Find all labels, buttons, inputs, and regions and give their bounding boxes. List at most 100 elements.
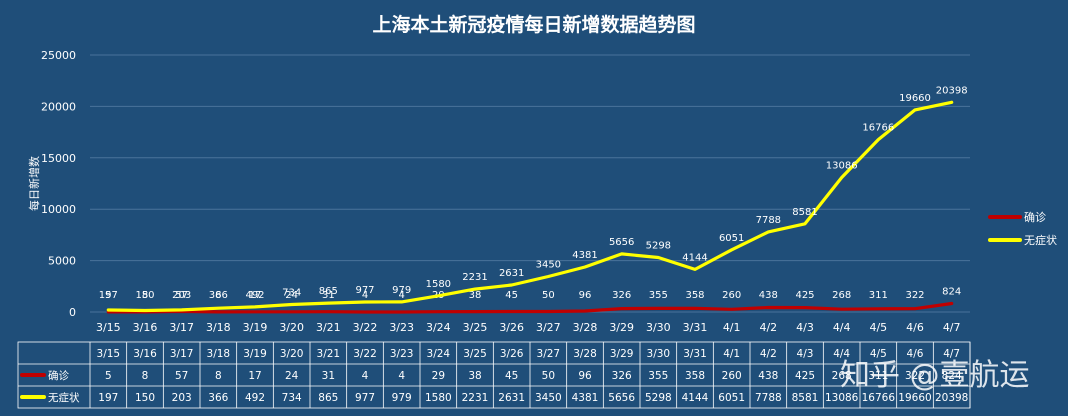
table-cell: 1580 (425, 392, 452, 404)
table-cell: 8581 (792, 392, 819, 404)
table-cell: 979 (392, 392, 412, 404)
table-cell: 326 (612, 370, 632, 382)
x-tick-label: 4/5 (869, 321, 887, 334)
data-label: 8581 (792, 207, 817, 218)
table-header-cell: 3/23 (390, 348, 414, 360)
data-label: 425 (795, 290, 814, 301)
y-tick-label: 20000 (41, 100, 76, 113)
table-cell: 311 (868, 370, 888, 382)
table-header-cell: 3/26 (500, 348, 524, 360)
x-tick-label: 3/21 (316, 321, 341, 334)
table-cell: 16766 (862, 392, 896, 404)
y-tick-label: 5000 (48, 255, 76, 268)
table-cell: 13086 (825, 392, 859, 404)
table-cell: 20398 (935, 392, 968, 404)
data-label: 5 (105, 290, 111, 301)
data-label: 4381 (572, 250, 597, 261)
table-cell: 2631 (498, 392, 525, 404)
x-tick-label: 3/19 (243, 321, 268, 334)
table-header-cell: 4/4 (833, 348, 850, 360)
table-header-cell: 3/15 (97, 348, 121, 360)
table-cell: 4381 (572, 392, 599, 404)
y-axis-label: 每日新增数 (27, 156, 41, 211)
x-tick-label: 4/3 (796, 321, 814, 334)
table-header-cell: 3/29 (610, 348, 634, 360)
table-cell: 24 (285, 370, 299, 382)
series-line-1 (106, 100, 954, 313)
data-label: 45 (505, 290, 518, 301)
table-header-cell: 4/5 (870, 348, 887, 360)
series-line-0 (106, 301, 954, 314)
x-tick-label: 3/15 (96, 321, 121, 334)
data-label: 492 (245, 290, 264, 301)
data-label: 5298 (646, 241, 671, 252)
table-header-cell: 3/16 (133, 348, 157, 360)
x-tick-label: 4/2 (759, 321, 777, 334)
table-cell: 96 (578, 370, 592, 382)
table-header-cell: 4/7 (943, 348, 960, 360)
data-label: 31 (322, 290, 335, 301)
data-label: 19660 (899, 93, 931, 104)
data-label: 57 (175, 290, 188, 301)
x-tick-label: 3/30 (646, 321, 671, 334)
data-label: 358 (685, 290, 704, 301)
table-header-cell: 3/25 (463, 348, 487, 360)
table-header-cell: 3/30 (647, 348, 671, 360)
table-header-cell: 3/20 (280, 348, 304, 360)
x-tick-label: 4/6 (906, 321, 924, 334)
table-cell: 8 (142, 370, 149, 382)
x-tick-label: 3/22 (353, 321, 378, 334)
table-cell: 268 (832, 370, 852, 382)
data-label: 96 (579, 290, 592, 301)
table-header-cell: 3/21 (317, 348, 341, 360)
x-tick-label: 3/31 (683, 321, 708, 334)
table-cell: 19660 (898, 392, 931, 404)
x-tick-label: 3/17 (169, 321, 194, 334)
data-label: 268 (832, 290, 851, 301)
data-label: 8 (215, 290, 221, 301)
table-series-name: 确诊 (48, 369, 69, 382)
data-label: 50 (542, 290, 555, 301)
table-cell: 3450 (535, 392, 562, 404)
x-tick-label: 3/18 (206, 321, 231, 334)
x-tick-label: 4/4 (833, 321, 851, 334)
table-cell: 31 (322, 370, 335, 382)
data-label: 13086 (826, 160, 858, 171)
data-label: 311 (869, 290, 888, 301)
data-label: 326 (612, 290, 631, 301)
data-label: 24 (285, 290, 298, 301)
legend-label: 无症状 (1024, 233, 1057, 247)
table-header-cell: 3/19 (243, 348, 267, 360)
table-header-cell: 4/2 (760, 348, 777, 360)
y-tick-label: 10000 (41, 203, 76, 216)
data-label: 38 (469, 290, 482, 301)
table-cell: 4 (362, 370, 369, 382)
table-header-cell: 3/27 (537, 348, 561, 360)
data-label: 17 (249, 290, 262, 301)
data-label: 16766 (862, 123, 894, 134)
data-label: 2231 (462, 272, 487, 283)
table-header-cell: 3/28 (573, 348, 597, 360)
table-cell: 5 (105, 370, 112, 382)
table-cell: 322 (905, 370, 925, 382)
table-header-cell: 4/6 (907, 348, 924, 360)
data-label: 734 (282, 287, 301, 298)
y-tick-label: 15000 (41, 152, 76, 165)
table-cell: 57 (175, 370, 188, 382)
table-cell: 977 (355, 392, 375, 404)
data-label: 4 (398, 290, 404, 301)
table-header-cell: 4/3 (797, 348, 814, 360)
table-cell: 865 (318, 392, 338, 404)
data-label: 1580 (426, 279, 451, 290)
data-label: 203 (172, 290, 191, 301)
table-header-cell: 3/31 (683, 348, 707, 360)
x-tick-label: 3/26 (499, 321, 524, 334)
x-tick-label: 3/16 (133, 321, 158, 334)
table-cell: 366 (208, 392, 228, 404)
x-tick-label: 3/20 (279, 321, 304, 334)
x-tick-label: 4/7 (943, 321, 961, 334)
data-label: 150 (135, 290, 154, 301)
table-cell: 38 (468, 370, 481, 382)
data-label: 197 (99, 290, 118, 301)
legend-label: 确诊 (1024, 210, 1046, 224)
